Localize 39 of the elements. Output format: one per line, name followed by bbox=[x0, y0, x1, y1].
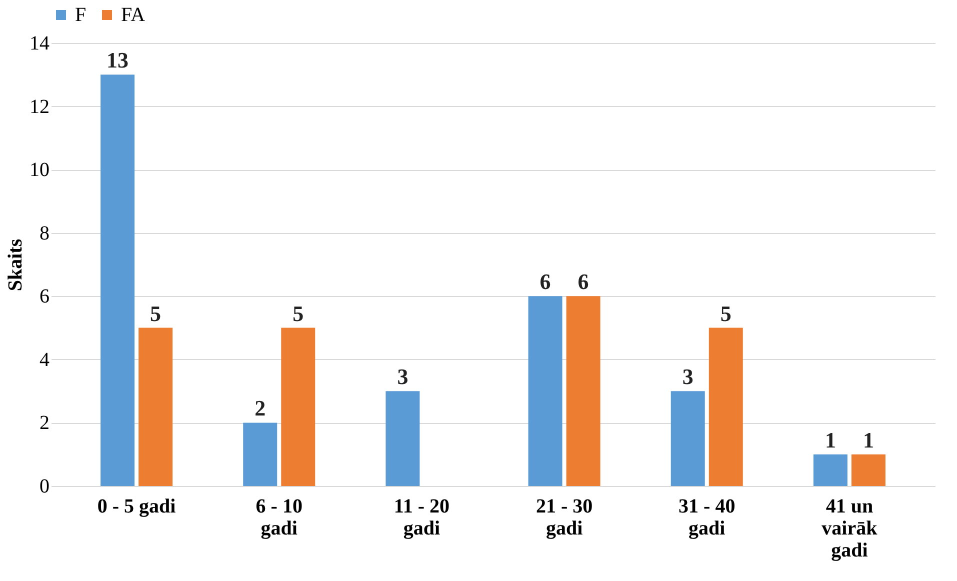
y-tick-label: 4 bbox=[40, 348, 50, 371]
x-tick-label: 31 - 40 gadi bbox=[678, 496, 736, 540]
bar bbox=[281, 328, 316, 486]
data-label: 13 bbox=[106, 48, 129, 73]
data-label: 3 bbox=[397, 364, 408, 390]
bar bbox=[670, 391, 705, 486]
bar bbox=[708, 328, 743, 486]
y-tick-label: 10 bbox=[30, 159, 50, 182]
data-label: 1 bbox=[862, 427, 874, 452]
x-tick-label: 41 un vairāk gadi bbox=[822, 496, 878, 562]
y-tick-label: 0 bbox=[40, 476, 50, 498]
x-tick-label: 21 - 30 gadi bbox=[536, 496, 593, 540]
data-label: 6 bbox=[578, 269, 589, 294]
y-tick-label: 8 bbox=[40, 222, 50, 244]
bar bbox=[813, 454, 848, 486]
x-tick-label: 0 - 5 gadi bbox=[97, 496, 176, 518]
data-label: 3 bbox=[682, 364, 694, 390]
bar bbox=[528, 296, 562, 486]
bar bbox=[138, 328, 173, 486]
y-tick-label: 14 bbox=[30, 32, 50, 54]
y-tick-label: 12 bbox=[30, 96, 50, 118]
data-label: 5 bbox=[720, 300, 732, 326]
legend-label: FA bbox=[121, 4, 146, 26]
bar bbox=[386, 391, 420, 486]
bar bbox=[566, 296, 600, 486]
data-label: 6 bbox=[540, 269, 551, 294]
data-label: 1 bbox=[824, 427, 836, 452]
data-label: 5 bbox=[292, 300, 304, 326]
x-tick-label: 11 - 20 gadi bbox=[394, 496, 450, 540]
bar bbox=[100, 74, 135, 486]
y-axis-title: Skaits bbox=[4, 238, 26, 292]
bar bbox=[851, 454, 886, 486]
y-tick-label: 2 bbox=[40, 412, 50, 434]
x-tick-label: 6 - 10 gadi bbox=[256, 496, 302, 540]
data-label: 2 bbox=[254, 396, 266, 421]
y-tick-label: 6 bbox=[40, 286, 50, 308]
data-label: 5 bbox=[150, 300, 162, 326]
legend-label: F bbox=[75, 4, 86, 26]
bar bbox=[243, 422, 278, 486]
